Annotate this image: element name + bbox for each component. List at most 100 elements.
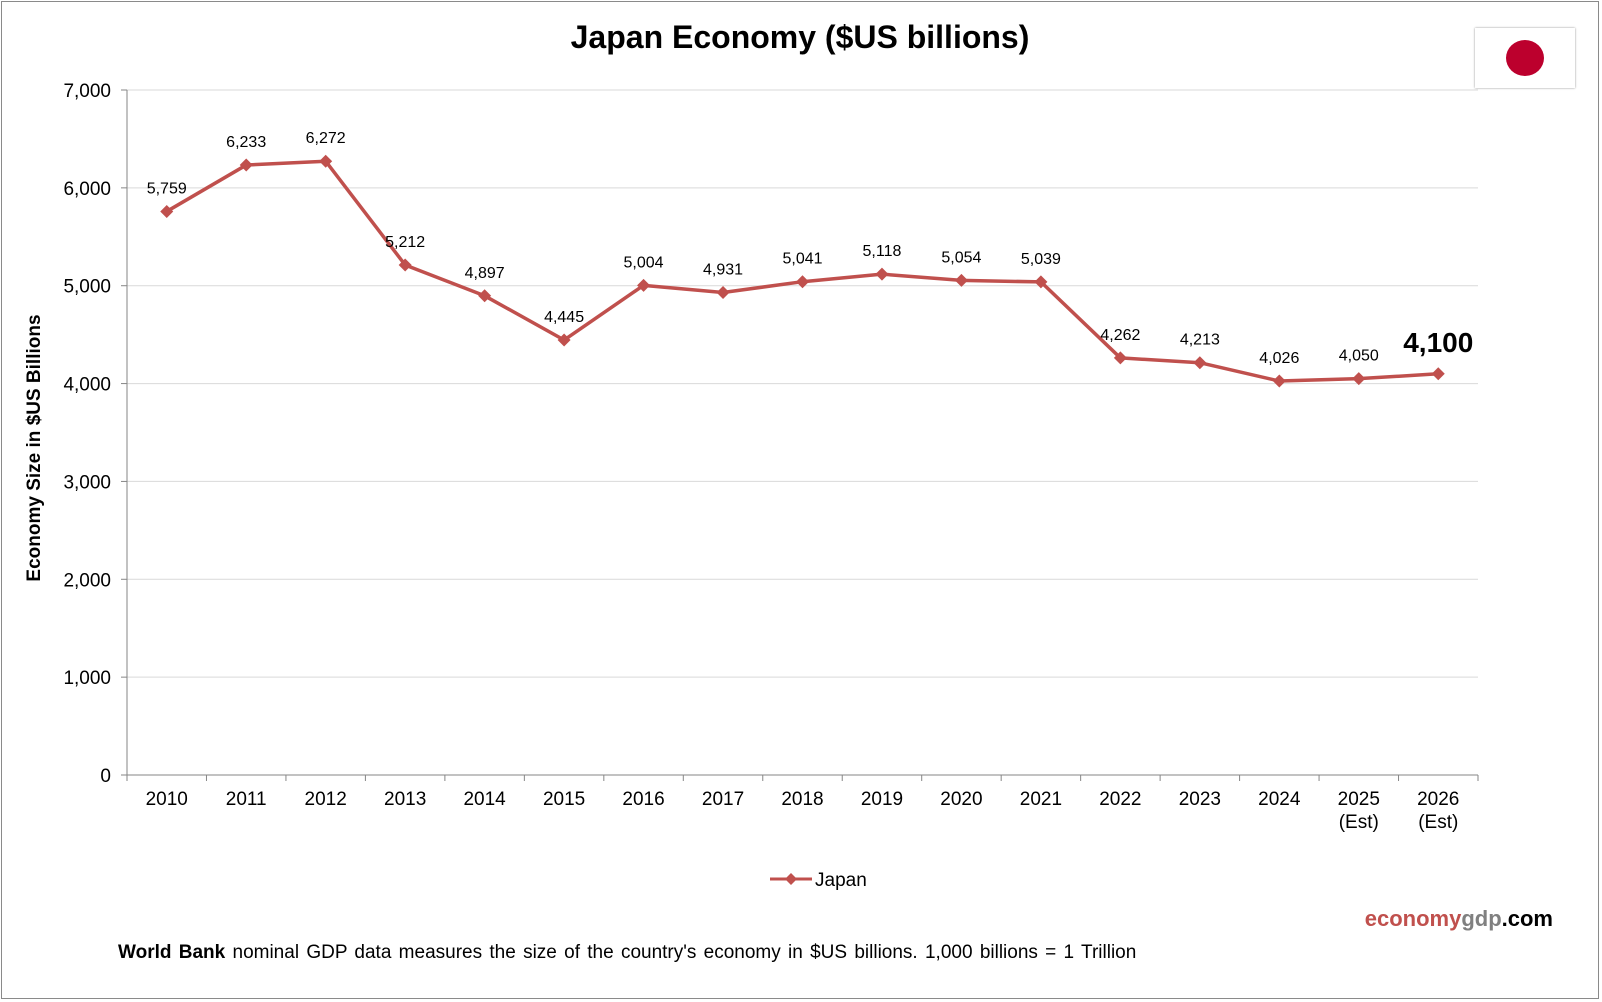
x-tick-label-line: 2017 [702,789,744,810]
data-point [239,158,253,172]
x-tick-label-line: 2015 [543,789,585,810]
data-point [1272,374,1286,388]
y-tick-label: 5,000 [63,277,111,298]
x-tick-label-line: 2013 [384,789,426,810]
x-tick-label: 2023 [1179,789,1221,810]
x-tick-label: 2020 [940,789,982,810]
data-point [478,289,492,303]
x-tick-label-line: 2026 [1417,789,1459,810]
x-tick-label: 2013 [384,789,426,810]
chart-title: Japan Economy ($US billions) [571,19,1030,55]
x-tick-label: 2025 (Est) [1338,789,1380,833]
x-tick-label: 2026 (Est) [1417,789,1459,833]
data-label-highlight: 4,100 [1403,327,1473,358]
x-tick-label-line: 2016 [622,789,664,810]
data-label: 4,050 [1339,348,1379,365]
data-label: 6,272 [306,130,346,147]
y-tick-labels: 0 1,000 2,000 3,000 4,000 5,000 6,000 7,000 [63,81,111,787]
x-tick-label: 2011 [226,789,267,810]
data-label: 4,931 [703,261,743,278]
x-tick-label: 2017 [702,789,744,810]
data-point [557,333,571,347]
y-tick-label: 2,000 [63,570,111,591]
x-tick-label-line: 2020 [940,789,982,810]
data-point [319,154,333,168]
data-label: 5,118 [863,243,902,260]
data-point [1034,275,1048,289]
x-tick-label-line: 2023 [1179,789,1221,810]
footnote-source: World Bank [118,942,226,963]
gridlines [127,89,1478,678]
x-tick-label: 2014 [463,789,506,810]
data-label: 5,041 [782,251,822,268]
x-tick-label-line: (Est) [1339,812,1379,833]
data-label: 6,233 [226,134,266,151]
y-axis-title: Economy Size in $US Billions [24,314,45,581]
series-line [165,159,1439,383]
data-label: 5,759 [147,180,187,197]
legend-marker [785,873,797,885]
data-label: 4,897 [465,265,505,282]
data-point [716,285,730,299]
data-point [1193,356,1207,370]
x-tick-label-line: 2012 [305,789,347,810]
y-tick-label: 4,000 [63,375,111,396]
legend-label: Japan [815,870,867,891]
y-tick-label: 6,000 [63,179,111,200]
y-tick-label: 3,000 [63,472,111,493]
data-point [637,278,651,292]
y-tick-label: 1,000 [63,668,111,689]
data-point [1431,367,1445,381]
x-tick-label-line: 2019 [861,789,903,810]
data-point [1352,372,1366,386]
data-label: 5,212 [385,234,425,251]
brand-part-gdp: gdp [1461,906,1502,931]
data-point [796,275,809,289]
footnote: World Bank nominal GDP data measures the… [118,942,1136,964]
data-point [1113,351,1127,365]
y-tick-label: 7,000 [63,81,111,102]
japan-flag [1475,28,1575,88]
data-point [398,258,412,272]
data-point [954,273,968,287]
footnote-text: nominal GDP data measures the size of th… [225,942,1137,963]
x-tick-label-line: 2021 [1020,789,1062,810]
data-label: 4,262 [1100,327,1140,344]
data-label: 5,054 [941,249,981,266]
brand-part-economy: economy [1364,906,1462,931]
brand-part-com: .com [1501,906,1553,931]
data-label: 4,026 [1259,350,1299,367]
axes [121,89,1479,781]
x-tick-label: 2015 [543,789,585,810]
x-tick-label: 2018 [781,789,823,810]
data-point [875,267,889,281]
data-label: 5,004 [624,254,664,271]
x-tick-label-line: 2024 [1258,789,1301,810]
data-label: 4,213 [1180,332,1220,349]
x-tick-label: 2022 [1099,789,1141,810]
data-label: 5,039 [1021,251,1061,268]
legend: Japan [770,870,867,891]
x-tick-label: 2010 [146,789,188,810]
x-tick-label-line: 2025 [1338,789,1380,810]
x-tick-labels: 2010 2011 2012 2013 2014 2015 2016 2017 2018 2019… [146,789,1460,833]
x-tick-label: 2016 [622,789,664,810]
x-tick-label-line: 2018 [781,789,823,810]
site-branding: economygdp.com [1365,906,1553,932]
x-tick-label: 2012 [305,789,347,810]
data-point [160,204,174,218]
y-tick-label: 0 [100,766,111,787]
x-tick-label: 2024 [1258,789,1301,810]
flag-disc [1506,40,1544,76]
x-tick-label-line: 2010 [146,789,188,810]
x-tick-label-line: 2022 [1099,789,1141,810]
x-tick-label-line: (Est) [1418,812,1458,833]
data-labels: 5,759 6,233 6,272 5,212 4,897 4,445 5,004 4,931… [147,130,1474,367]
series-japan [160,154,1445,388]
data-label: 4,445 [544,309,584,326]
x-tick-label: 2021 [1020,789,1062,810]
x-tick-label-line: 2014 [463,789,506,810]
x-tick-label: 2019 [861,789,903,810]
